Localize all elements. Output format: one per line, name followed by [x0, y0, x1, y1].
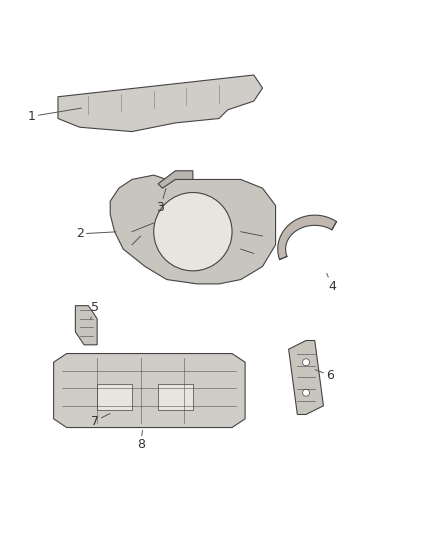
Text: 2: 2: [76, 228, 116, 240]
Polygon shape: [158, 171, 193, 188]
Circle shape: [303, 359, 310, 366]
Text: 5: 5: [91, 301, 99, 319]
Polygon shape: [58, 75, 262, 132]
Text: 7: 7: [91, 414, 110, 427]
Text: 8: 8: [137, 430, 145, 451]
Polygon shape: [53, 353, 245, 427]
Polygon shape: [110, 175, 276, 284]
Text: 6: 6: [315, 369, 334, 382]
Circle shape: [154, 192, 232, 271]
FancyBboxPatch shape: [158, 384, 193, 410]
Polygon shape: [75, 305, 97, 345]
Polygon shape: [278, 215, 336, 260]
Circle shape: [303, 389, 310, 396]
FancyBboxPatch shape: [97, 384, 132, 410]
Text: 4: 4: [327, 273, 336, 293]
Polygon shape: [289, 341, 323, 415]
Text: 1: 1: [28, 108, 81, 123]
Text: 3: 3: [156, 189, 166, 214]
